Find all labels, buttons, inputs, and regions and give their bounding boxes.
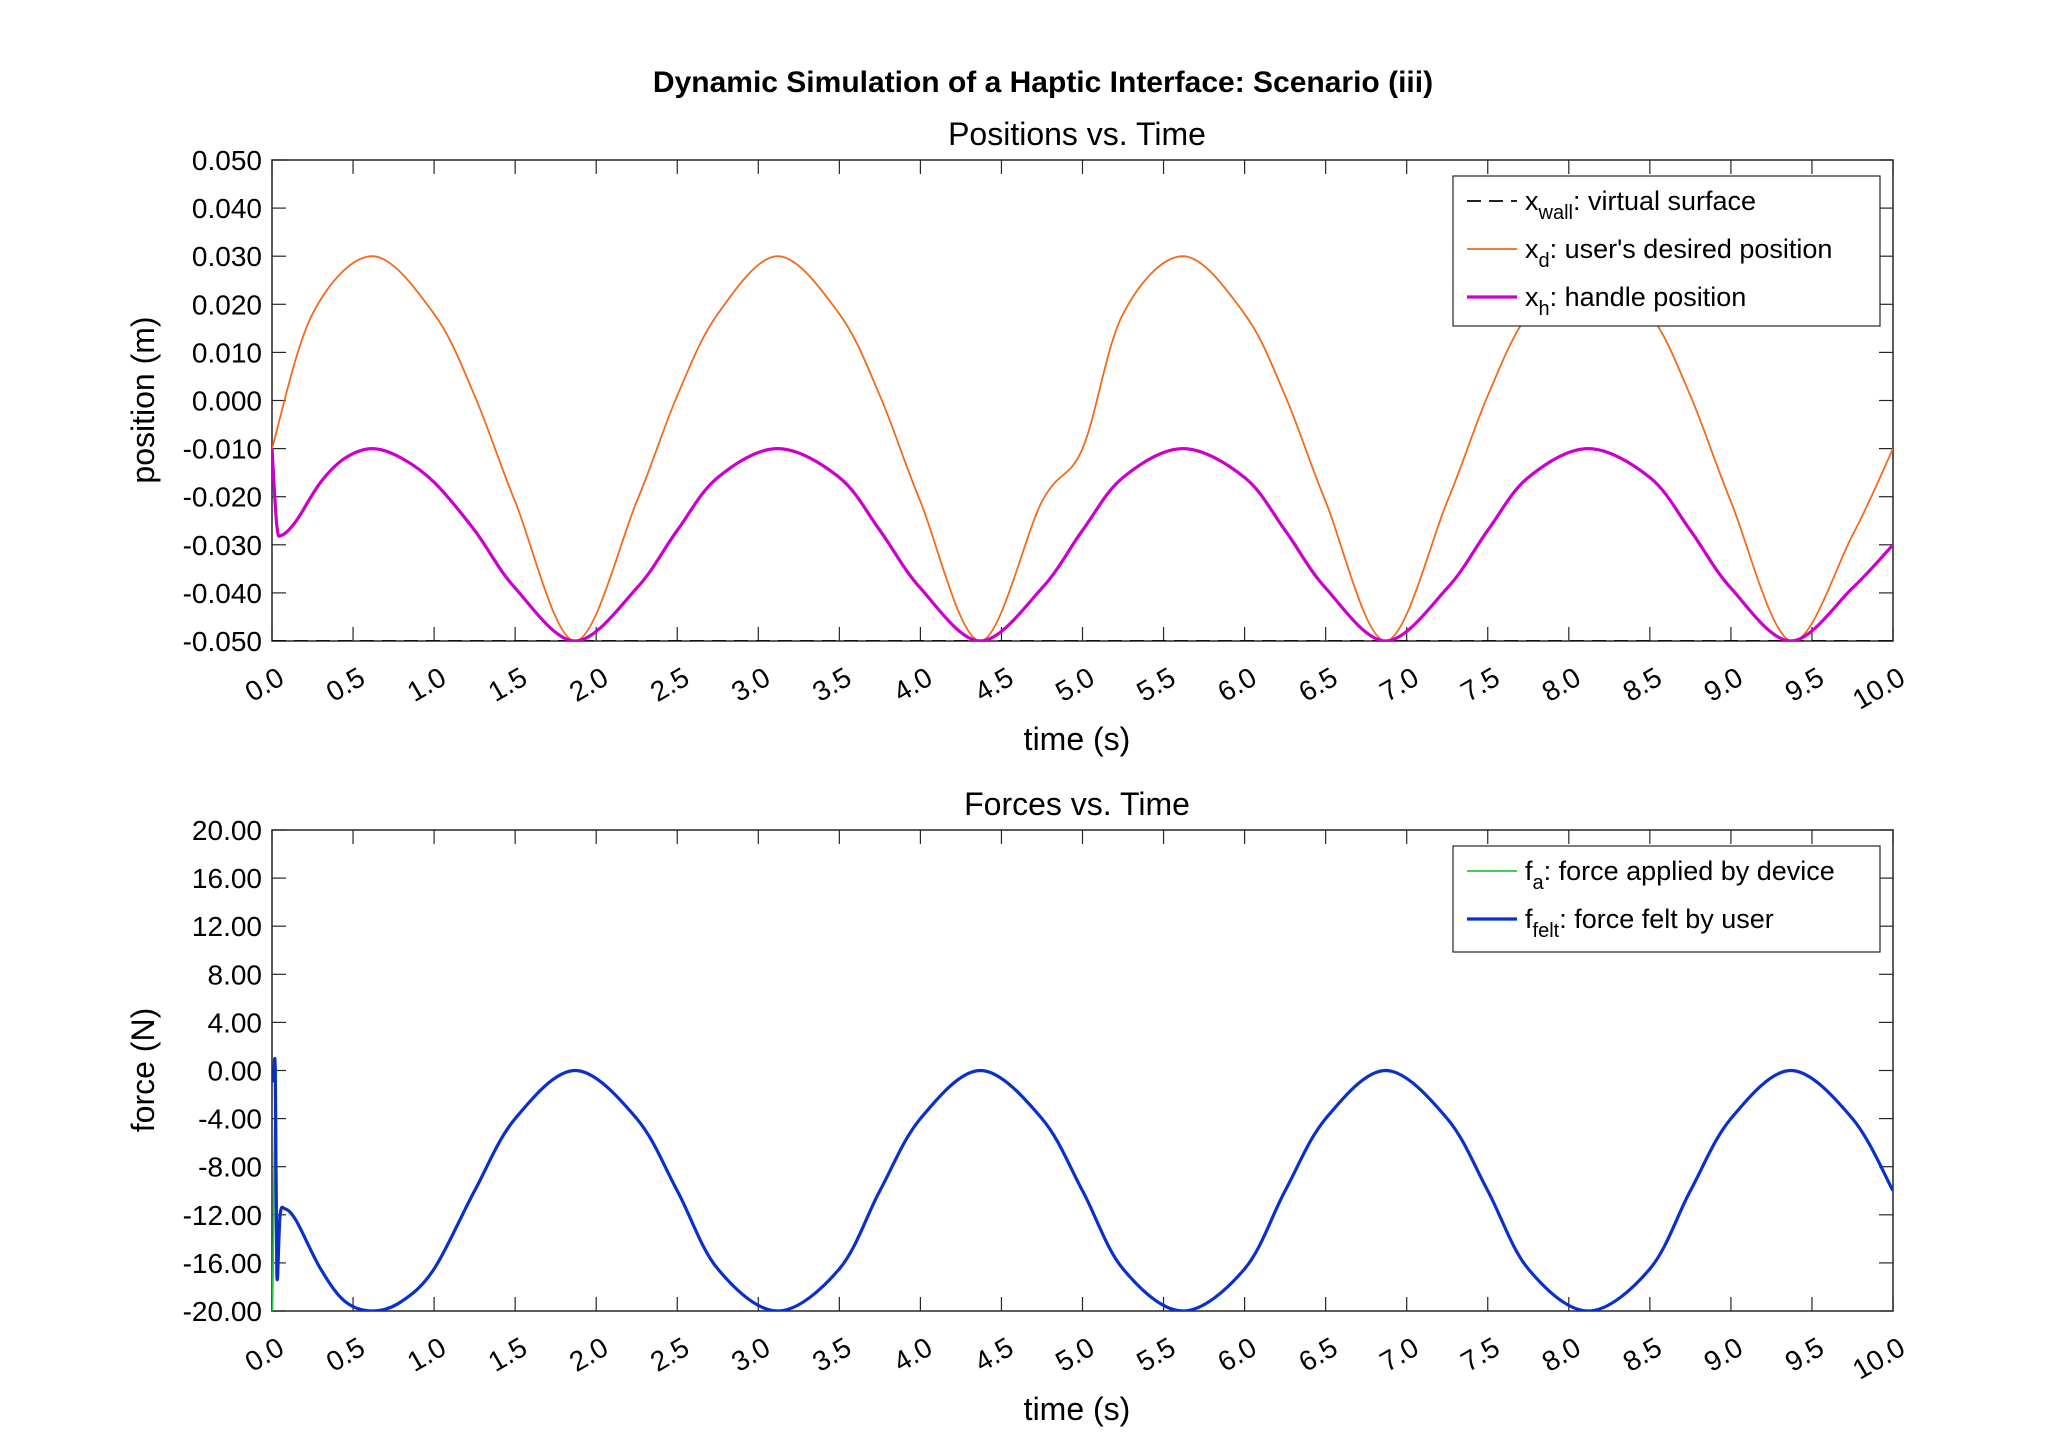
x-tick-label: 3.5	[807, 1331, 856, 1377]
legend-box	[1452, 845, 1881, 953]
y-tick-label: -20.00	[183, 1296, 262, 1327]
x-tick-label: 7.5	[1456, 1331, 1505, 1377]
forces-chart: Forces vs. Time time (s) force (N) 0.0 0.…	[125, 786, 1910, 1427]
y-tick-label: -0.050	[183, 626, 262, 657]
y-axis-label: force (N)	[125, 1008, 161, 1132]
x-tick-label: 9.0	[1699, 661, 1748, 707]
x-tick-label: 6.0	[1212, 661, 1261, 707]
x-tick-label: 8.5	[1618, 1331, 1667, 1377]
y-tick-label: -0.030	[183, 530, 262, 561]
x-tick-label: 2.0	[564, 1331, 613, 1377]
y-tick-label: 0.00	[208, 1056, 263, 1087]
x-tick-label: 0.5	[321, 1331, 370, 1377]
x-tick-label: 4.0	[888, 661, 937, 707]
x-tick-label: 3.0	[726, 1331, 775, 1377]
x-tick-label: 8.0	[1537, 1331, 1586, 1377]
y-tick-label: -8.00	[198, 1152, 262, 1183]
y-tick-label: 0.030	[192, 241, 262, 272]
x-axis-label: time (s)	[1024, 1391, 1131, 1427]
x-tick-label: 3.5	[807, 661, 856, 707]
y-tick-label: 0.020	[192, 289, 262, 320]
x-tick-label: 0.5	[321, 661, 370, 707]
y-tick-label: 16.00	[192, 863, 262, 894]
figure-title: Dynamic Simulation of a Haptic Interface…	[653, 66, 1433, 99]
x-tick-label: 1.0	[402, 1331, 451, 1377]
y-tick-label: 12.00	[192, 911, 262, 942]
legend-entry: xd: user's desired position	[1525, 234, 1832, 272]
chart-title: Positions vs. Time	[948, 116, 1206, 152]
x-tick-label: 9.5	[1780, 661, 1829, 707]
x-tick-label: 4.0	[888, 1331, 937, 1377]
x-tick-label: 5.0	[1050, 661, 1099, 707]
y-tick-label: -0.010	[183, 434, 262, 465]
x-tick-label: 10.0	[1847, 1331, 1910, 1385]
x-tick-label: 2.0	[564, 661, 613, 707]
x-axis-label: time (s)	[1024, 721, 1131, 757]
y-tick-label: -16.00	[183, 1248, 262, 1279]
legend-entry: xwall: virtual surface	[1525, 186, 1756, 224]
x-tick-label: 6.0	[1212, 1331, 1261, 1377]
legend: xwall: virtual surface xd: user's desired…	[1452, 175, 1881, 327]
x-tick-label: 1.5	[483, 661, 532, 707]
x-tick-label: 1.0	[402, 661, 451, 707]
x-tick-label: 8.0	[1537, 661, 1586, 707]
y-tick-label: 20.00	[192, 815, 262, 846]
x-tick-label: 0.0	[240, 661, 289, 707]
y-tick-label: -0.020	[183, 482, 262, 513]
y-tick-label: -4.00	[198, 1104, 262, 1135]
y-tick-label: 0.050	[192, 145, 262, 176]
series-line-ffelt	[272, 1057, 1893, 1311]
x-tick-label: 5.0	[1050, 1331, 1099, 1377]
legend: fa: force applied by device ffelt: force …	[1452, 845, 1881, 953]
x-tick-label: 8.5	[1618, 661, 1667, 707]
y-tick-label: -0.040	[183, 578, 262, 609]
x-tick-label: 2.5	[645, 1331, 694, 1377]
x-tick-label: 6.5	[1293, 661, 1342, 707]
x-tick-label: 10.0	[1847, 661, 1910, 715]
y-axis-label: position (m)	[125, 316, 161, 483]
x-tick-label: 9.0	[1699, 1331, 1748, 1377]
x-tick-label: 4.5	[969, 1331, 1018, 1377]
y-tick-label: 0.010	[192, 337, 262, 368]
legend-entry: ffelt: force felt by user	[1525, 904, 1774, 942]
x-tick-label: 9.5	[1780, 1331, 1829, 1377]
y-tick-label: 0.040	[192, 193, 262, 224]
series-line-xh	[272, 446, 1893, 641]
y-tick-label: -12.00	[183, 1200, 262, 1231]
x-tick-label: 7.0	[1374, 1331, 1423, 1377]
x-tick-label: 3.0	[726, 661, 775, 707]
y-tick-label: 4.00	[208, 1007, 263, 1038]
chart-title: Forces vs. Time	[964, 786, 1190, 822]
x-tick-label: 0.0	[240, 1331, 289, 1377]
x-tick-label: 4.5	[969, 661, 1018, 707]
y-tick-label: 8.00	[208, 959, 263, 990]
x-tick-label: 2.5	[645, 661, 694, 707]
legend-entry: xh: handle position	[1525, 282, 1746, 320]
x-tick-label: 5.5	[1131, 1331, 1180, 1377]
positions-chart: Positions vs. Time time (s) position (m)…	[125, 116, 1910, 757]
legend-entry: fa: force applied by device	[1525, 856, 1835, 894]
x-tick-label: 6.5	[1293, 1331, 1342, 1377]
x-tick-label: 1.5	[483, 1331, 532, 1377]
x-tick-label: 5.5	[1131, 661, 1180, 707]
y-tick-label: 0.000	[192, 386, 262, 417]
x-tick-label: 7.0	[1374, 661, 1423, 707]
legend-box	[1452, 175, 1881, 327]
x-tick-label: 7.5	[1456, 661, 1505, 707]
